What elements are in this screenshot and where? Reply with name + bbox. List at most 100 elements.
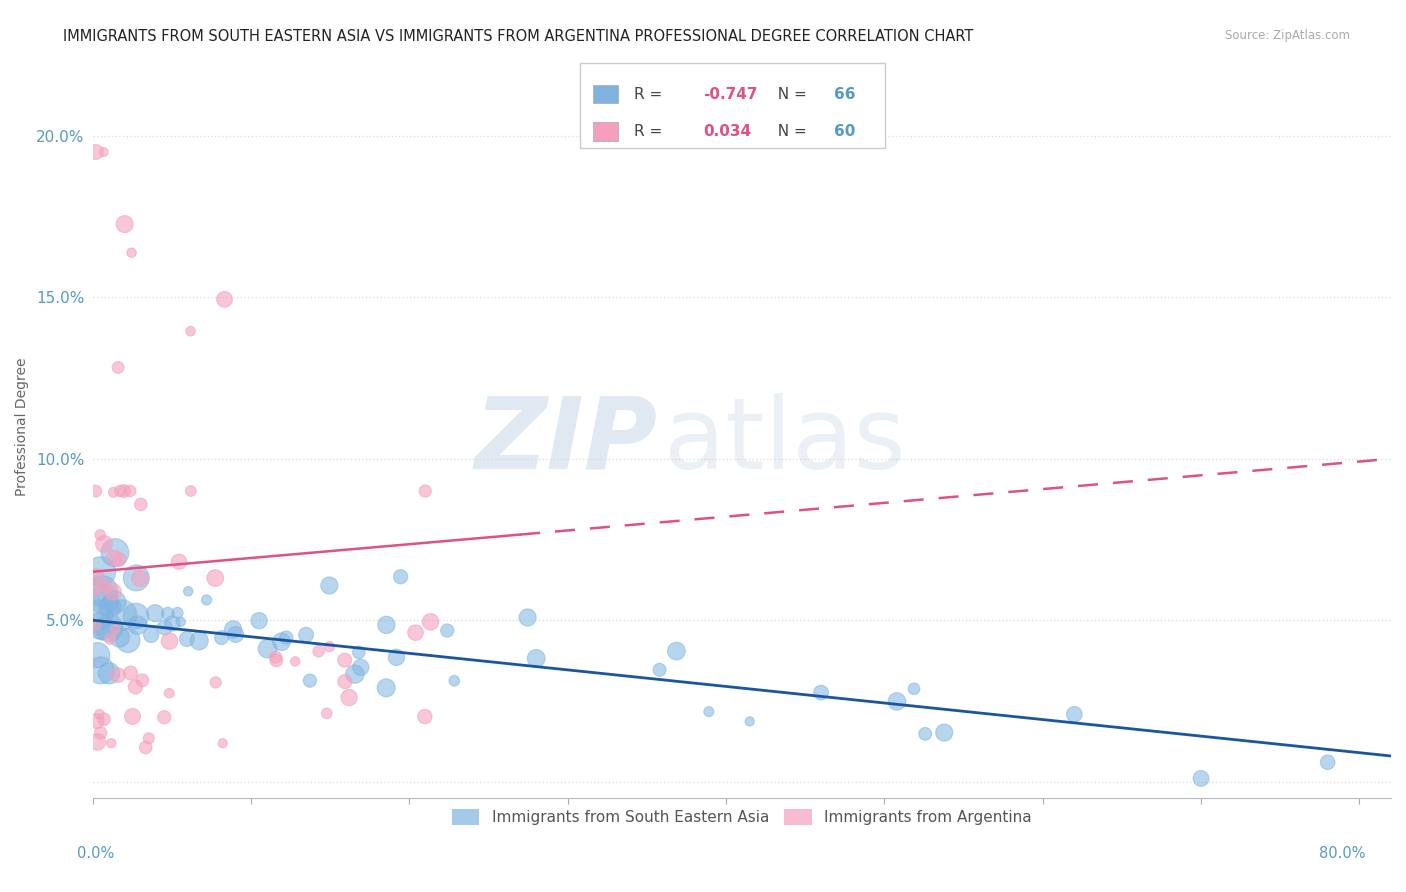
- Point: [211, 736, 233, 750]
- Point: [98, 632, 121, 646]
- Point: [180, 484, 202, 499]
- Point: [389, 570, 412, 584]
- Text: 0.0%: 0.0%: [77, 847, 114, 861]
- Text: 0.034: 0.034: [703, 124, 751, 139]
- Point: [89, 707, 111, 722]
- Point: [156, 607, 179, 621]
- Point: [162, 616, 184, 631]
- Point: [86, 714, 108, 728]
- Point: [914, 727, 936, 741]
- Point: [86, 608, 108, 623]
- Point: [170, 615, 193, 629]
- Point: [159, 634, 181, 648]
- Point: [308, 644, 330, 658]
- Legend: Immigrants from South Eastern Asia, Immigrants from Argentina: Immigrants from South Eastern Asia, Immi…: [446, 803, 1038, 831]
- Point: [204, 571, 226, 585]
- Point: [315, 706, 337, 721]
- Point: [1063, 707, 1085, 722]
- Point: [665, 644, 688, 658]
- Point: [419, 615, 441, 629]
- Point: [129, 497, 152, 511]
- Point: [648, 663, 671, 677]
- Point: [1316, 756, 1339, 770]
- Text: R =: R =: [634, 124, 668, 139]
- Point: [103, 485, 125, 500]
- Point: [256, 641, 278, 656]
- Point: [264, 650, 287, 665]
- Text: IMMIGRANTS FROM SOUTH EASTERN ASIA VS IMMIGRANTS FROM ARGENTINA PROFESSIONAL DEG: IMMIGRANTS FROM SOUTH EASTERN ASIA VS IM…: [63, 29, 973, 44]
- Point: [516, 610, 538, 624]
- Point: [375, 681, 398, 695]
- Point: [204, 675, 226, 690]
- Point: [738, 714, 761, 729]
- Point: [127, 618, 149, 632]
- Point: [112, 484, 135, 499]
- Text: N =: N =: [768, 124, 811, 139]
- Point: [93, 593, 115, 607]
- Point: [337, 690, 360, 705]
- Point: [135, 740, 157, 755]
- Point: [84, 570, 107, 584]
- Point: [177, 584, 200, 599]
- Point: [405, 625, 427, 640]
- Point: [104, 623, 127, 637]
- Point: [107, 668, 129, 682]
- Point: [124, 680, 146, 694]
- Point: [810, 685, 832, 699]
- Point: [167, 555, 190, 569]
- Point: [266, 653, 288, 667]
- Point: [195, 593, 218, 607]
- Point: [153, 620, 176, 634]
- Text: -0.747: -0.747: [703, 87, 758, 102]
- Point: [84, 484, 107, 499]
- Point: [697, 705, 720, 719]
- Point: [107, 360, 129, 375]
- Point: [84, 145, 107, 159]
- Point: [125, 609, 148, 624]
- Text: R =: R =: [634, 87, 668, 102]
- Point: [1189, 772, 1212, 786]
- Y-axis label: Professional Degree: Professional Degree: [15, 357, 30, 496]
- Point: [93, 537, 115, 551]
- Point: [179, 324, 201, 338]
- Point: [413, 484, 436, 499]
- Point: [114, 217, 136, 231]
- Point: [121, 709, 143, 723]
- Point: [934, 725, 956, 739]
- Point: [176, 632, 198, 646]
- Point: [247, 614, 270, 628]
- Point: [436, 624, 458, 638]
- Point: [103, 550, 125, 565]
- Point: [211, 631, 233, 645]
- Point: [93, 145, 115, 159]
- Point: [347, 645, 370, 659]
- Point: [89, 528, 111, 542]
- Point: [284, 655, 307, 669]
- Text: 60: 60: [834, 124, 855, 139]
- Point: [98, 666, 121, 681]
- Point: [90, 726, 112, 740]
- Point: [108, 630, 131, 644]
- Point: [117, 633, 139, 648]
- Point: [89, 619, 111, 633]
- Point: [91, 584, 114, 599]
- Point: [91, 624, 114, 639]
- Point: [385, 650, 408, 665]
- Point: [318, 640, 340, 654]
- Point: [375, 617, 398, 632]
- Point: [333, 674, 356, 689]
- Point: [84, 582, 107, 597]
- Point: [104, 546, 127, 560]
- Point: [90, 664, 112, 678]
- Point: [121, 245, 143, 260]
- Point: [318, 578, 340, 592]
- FancyBboxPatch shape: [579, 62, 884, 148]
- Point: [188, 633, 211, 648]
- Point: [903, 681, 925, 696]
- Point: [120, 665, 142, 680]
- Point: [103, 595, 125, 609]
- Point: [276, 631, 298, 645]
- Point: [413, 709, 436, 723]
- Point: [110, 607, 132, 622]
- Point: [298, 673, 321, 688]
